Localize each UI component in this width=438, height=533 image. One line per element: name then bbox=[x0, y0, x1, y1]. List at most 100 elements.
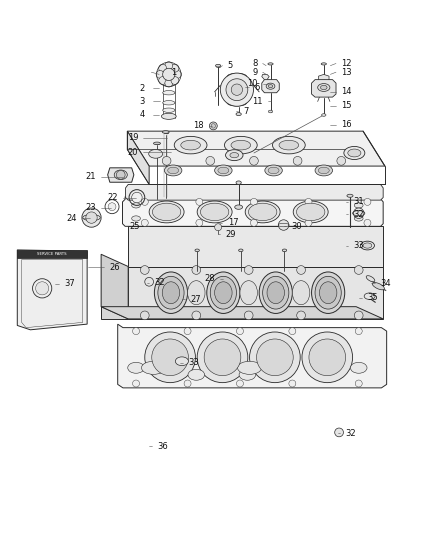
Ellipse shape bbox=[153, 142, 160, 144]
Circle shape bbox=[196, 198, 203, 205]
Ellipse shape bbox=[259, 272, 292, 313]
Circle shape bbox=[108, 203, 116, 211]
Circle shape bbox=[244, 265, 253, 274]
Polygon shape bbox=[262, 79, 279, 93]
Ellipse shape bbox=[318, 167, 329, 174]
Text: 9: 9 bbox=[252, 68, 258, 77]
Circle shape bbox=[159, 77, 166, 85]
Circle shape bbox=[192, 265, 201, 274]
Ellipse shape bbox=[265, 165, 283, 176]
Circle shape bbox=[162, 68, 175, 80]
Circle shape bbox=[173, 70, 181, 78]
Ellipse shape bbox=[266, 83, 275, 89]
Text: 7: 7 bbox=[243, 107, 248, 116]
Ellipse shape bbox=[195, 249, 199, 252]
Circle shape bbox=[165, 62, 173, 70]
Ellipse shape bbox=[279, 140, 299, 150]
Ellipse shape bbox=[311, 272, 345, 313]
Ellipse shape bbox=[149, 149, 162, 158]
Ellipse shape bbox=[350, 362, 367, 373]
Ellipse shape bbox=[236, 181, 241, 184]
Circle shape bbox=[279, 220, 289, 230]
Polygon shape bbox=[311, 79, 336, 97]
Text: 20: 20 bbox=[128, 148, 138, 157]
Polygon shape bbox=[318, 75, 329, 79]
Ellipse shape bbox=[218, 167, 229, 174]
Text: 31: 31 bbox=[353, 197, 364, 206]
Circle shape bbox=[297, 311, 305, 320]
Text: 18: 18 bbox=[193, 122, 204, 131]
Text: 37: 37 bbox=[64, 279, 75, 288]
Ellipse shape bbox=[162, 91, 175, 95]
Bar bbox=[17, 250, 87, 258]
Circle shape bbox=[141, 198, 148, 205]
Ellipse shape bbox=[267, 282, 285, 304]
Circle shape bbox=[204, 339, 241, 376]
Circle shape bbox=[226, 79, 248, 101]
Text: 14: 14 bbox=[341, 87, 352, 96]
Text: 6: 6 bbox=[254, 83, 259, 92]
Circle shape bbox=[171, 77, 179, 85]
Circle shape bbox=[215, 224, 222, 231]
Circle shape bbox=[220, 73, 254, 106]
Text: 33: 33 bbox=[188, 358, 199, 367]
Circle shape bbox=[355, 328, 362, 335]
Circle shape bbox=[209, 122, 217, 130]
Ellipse shape bbox=[215, 64, 221, 67]
Text: 2: 2 bbox=[140, 84, 145, 93]
Ellipse shape bbox=[263, 276, 289, 309]
Circle shape bbox=[305, 220, 312, 227]
Ellipse shape bbox=[128, 362, 145, 373]
Circle shape bbox=[250, 332, 300, 383]
Polygon shape bbox=[17, 250, 87, 330]
Polygon shape bbox=[108, 168, 134, 182]
Ellipse shape bbox=[188, 369, 205, 380]
Circle shape bbox=[165, 79, 173, 87]
Circle shape bbox=[231, 84, 243, 95]
Circle shape bbox=[35, 282, 49, 295]
Ellipse shape bbox=[141, 361, 166, 374]
Ellipse shape bbox=[363, 243, 372, 248]
Ellipse shape bbox=[239, 369, 256, 380]
Circle shape bbox=[171, 64, 179, 72]
Circle shape bbox=[251, 198, 258, 205]
Circle shape bbox=[302, 332, 353, 383]
Circle shape bbox=[257, 339, 293, 376]
Polygon shape bbox=[123, 197, 383, 227]
Text: 32: 32 bbox=[154, 278, 165, 287]
Ellipse shape bbox=[149, 201, 184, 223]
Text: 13: 13 bbox=[341, 68, 352, 77]
Text: 5: 5 bbox=[228, 61, 233, 70]
Circle shape bbox=[184, 380, 191, 387]
Text: 30: 30 bbox=[291, 222, 302, 231]
Circle shape bbox=[184, 328, 191, 335]
Text: 29: 29 bbox=[226, 230, 236, 239]
Circle shape bbox=[133, 328, 140, 335]
Circle shape bbox=[145, 277, 153, 286]
Ellipse shape bbox=[235, 205, 243, 209]
Text: 12: 12 bbox=[341, 59, 352, 68]
Text: 22: 22 bbox=[107, 193, 118, 202]
Circle shape bbox=[82, 208, 101, 227]
Ellipse shape bbox=[364, 293, 375, 300]
Ellipse shape bbox=[187, 281, 205, 305]
Text: 26: 26 bbox=[109, 263, 120, 272]
Circle shape bbox=[305, 198, 312, 205]
Polygon shape bbox=[101, 254, 128, 319]
Circle shape bbox=[192, 311, 201, 320]
Text: 32: 32 bbox=[353, 209, 364, 219]
Ellipse shape bbox=[372, 282, 385, 290]
Text: 4: 4 bbox=[140, 110, 145, 119]
Ellipse shape bbox=[237, 361, 261, 374]
Text: 11: 11 bbox=[252, 97, 263, 106]
Ellipse shape bbox=[227, 74, 247, 80]
Ellipse shape bbox=[347, 194, 353, 197]
Polygon shape bbox=[126, 184, 383, 200]
Ellipse shape bbox=[239, 249, 243, 252]
Ellipse shape bbox=[162, 101, 175, 105]
Polygon shape bbox=[127, 131, 385, 166]
Text: 23: 23 bbox=[85, 203, 96, 212]
Circle shape bbox=[364, 220, 371, 227]
Circle shape bbox=[132, 192, 142, 203]
Circle shape bbox=[354, 311, 363, 320]
